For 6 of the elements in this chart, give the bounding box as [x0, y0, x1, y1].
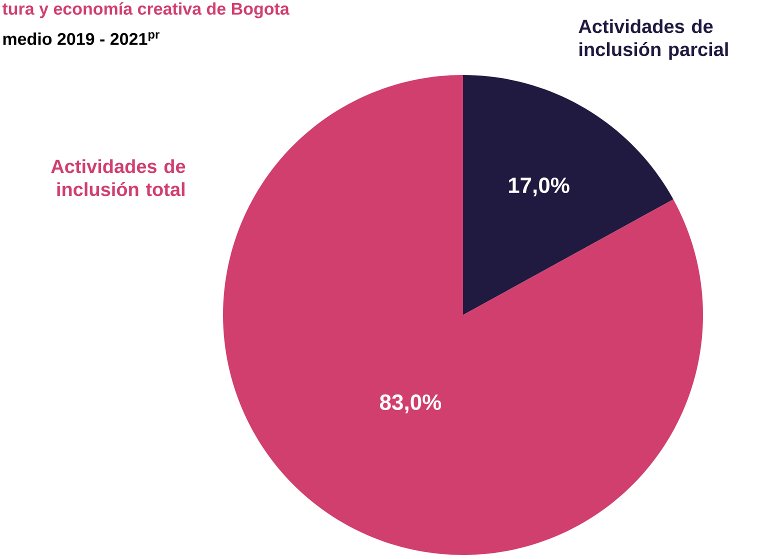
- slice-label: Actividades de inclusión total: [51, 159, 186, 196]
- text: medio 2019 - 2021$^{pr}$: [3, 32, 160, 46]
- chart-title: tura y economía creativa de Bogota: [2, 2, 290, 18]
- data-label: 83,0%: [380, 394, 442, 414]
- slice-label: Actividades de inclusión parcial: [578, 19, 728, 60]
- data-label: 17,0%: [508, 178, 570, 196]
